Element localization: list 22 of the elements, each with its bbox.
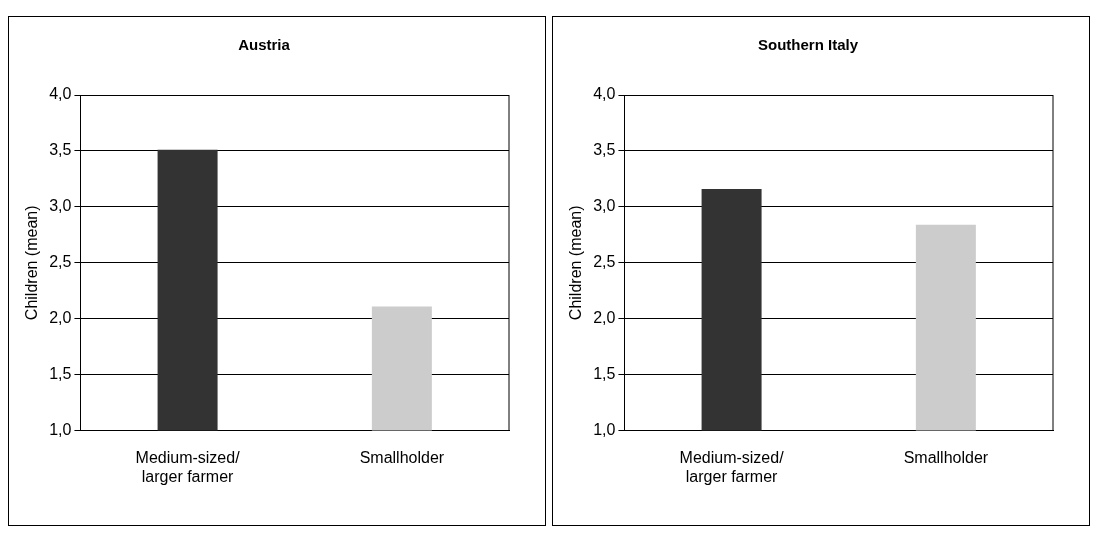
y-axis-title: Children (mean)	[567, 205, 585, 321]
y-tick-label: 3,5	[593, 141, 616, 159]
y-tick-label: 3,0	[49, 197, 72, 215]
x-tick-label: Medium-sized/ larger farmer	[679, 448, 785, 485]
y-tick-label: 2,0	[49, 309, 72, 327]
y-tick-label: 3,5	[49, 141, 72, 159]
x-tick-label: Smallholder	[359, 448, 445, 466]
y-tick-label: 2,5	[593, 253, 616, 271]
y-axis-title: Children (mean)	[23, 205, 41, 321]
x-tick-label: Smallholder	[903, 448, 989, 466]
x-tick-label: Medium-sized/ larger farmer	[135, 448, 241, 485]
y-tick-label: 1,5	[593, 365, 616, 383]
y-tick-label: 3,0	[593, 197, 616, 215]
y-tick-label: 1,0	[49, 421, 72, 439]
chart-title: Austria	[238, 36, 291, 54]
y-tick-label: 2,0	[593, 309, 616, 327]
y-tick-label: 4,0	[49, 85, 72, 103]
chart-title: Southern Italy	[757, 36, 859, 54]
y-tick-label: 2,5	[49, 253, 72, 271]
y-tick-label: 1,5	[49, 365, 72, 383]
y-tick-label: 1,0	[593, 421, 616, 439]
y-tick-label: 4,0	[593, 85, 616, 103]
